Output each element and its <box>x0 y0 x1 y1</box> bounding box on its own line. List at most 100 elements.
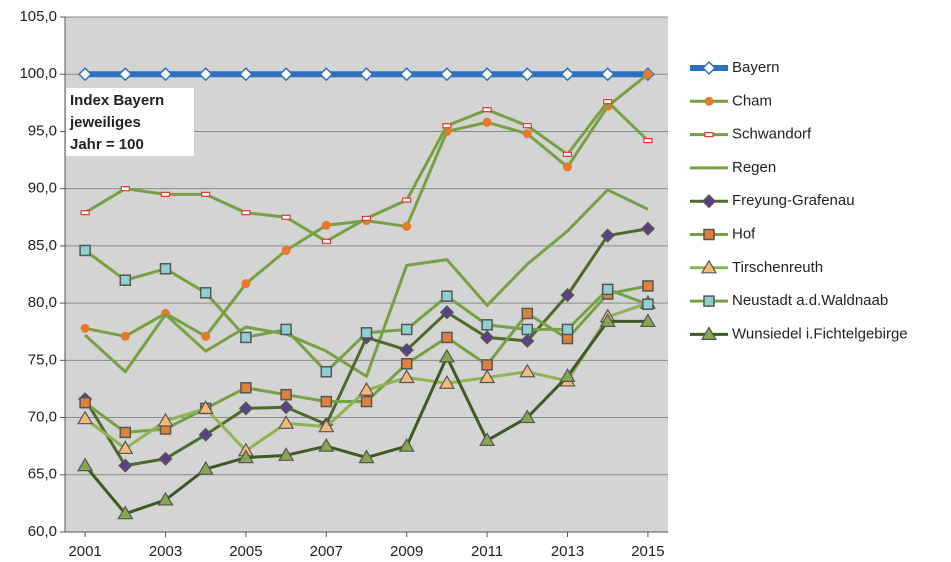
data-point <box>240 331 252 344</box>
data-point <box>117 440 134 455</box>
annotation-box <box>66 88 194 156</box>
data-point <box>197 400 214 414</box>
data-point <box>118 67 133 82</box>
y-tick-label: 80,0 <box>28 294 57 311</box>
data-point <box>120 331 130 341</box>
data-point <box>157 491 174 506</box>
annotation: jeweiliges <box>69 114 141 131</box>
data-point <box>80 323 90 333</box>
data-point <box>280 388 292 401</box>
data-point <box>319 67 334 82</box>
data-point <box>643 69 653 79</box>
data-point <box>240 382 252 394</box>
data-point <box>118 458 133 473</box>
data-point <box>199 287 212 299</box>
data-point <box>158 451 173 466</box>
data-point <box>482 107 492 113</box>
data-point <box>560 67 575 82</box>
data-point <box>157 412 174 427</box>
data-point <box>520 67 535 82</box>
x-tick-label: 2013 <box>551 543 584 560</box>
data-point <box>359 67 374 82</box>
data-point <box>402 197 412 203</box>
y-tick-label: 85,0 <box>28 237 57 254</box>
data-point <box>281 245 291 255</box>
data-point <box>279 67 294 82</box>
data-point <box>481 319 493 331</box>
data-point <box>520 333 535 348</box>
data-point <box>321 220 331 230</box>
data-point <box>522 129 532 139</box>
legend-label: Tirschenreuth <box>732 259 823 276</box>
x-tick-label: 2007 <box>310 543 343 560</box>
data-point <box>119 426 132 439</box>
data-point <box>479 432 496 447</box>
legend-label: Freyung-Grafenau <box>732 192 855 209</box>
data-point <box>358 449 375 464</box>
data-point <box>318 437 335 452</box>
data-point <box>119 274 132 286</box>
y-tick-label: 65,0 <box>28 466 57 483</box>
legend-label: Bayern <box>732 59 780 76</box>
annotation: Jahr = 100 <box>70 136 144 153</box>
data-point <box>642 298 654 311</box>
data-point <box>237 449 254 464</box>
data-point <box>439 67 454 82</box>
data-point <box>480 67 495 82</box>
data-point <box>442 123 452 129</box>
data-point <box>398 369 415 384</box>
data-point <box>241 210 251 216</box>
data-point <box>560 288 575 303</box>
x-tick-label: 2011 <box>471 543 503 560</box>
data-point <box>361 215 372 222</box>
data-point <box>519 363 536 378</box>
data-point <box>441 331 453 344</box>
data-point <box>481 359 493 371</box>
data-point <box>521 307 534 320</box>
data-point <box>358 381 375 396</box>
legend-marker <box>703 295 715 307</box>
data-point <box>600 228 615 243</box>
data-point <box>561 323 574 336</box>
data-point <box>642 280 654 292</box>
data-point <box>360 327 373 339</box>
legend-label: Schwandorf <box>732 126 812 143</box>
y-tick-label: 75,0 <box>28 351 57 368</box>
data-point <box>398 437 415 452</box>
x-tick-label: 2003 <box>149 543 182 560</box>
legend-marker <box>700 259 718 274</box>
y-tick-label: 90,0 <box>28 180 57 197</box>
y-tick-label: 70,0 <box>28 409 57 426</box>
data-point <box>601 283 614 296</box>
data-point <box>238 67 253 82</box>
legend-marker <box>700 326 718 340</box>
data-point <box>278 415 295 429</box>
data-point <box>80 210 90 216</box>
data-point <box>599 313 616 328</box>
data-point <box>320 366 333 378</box>
legend-marker <box>704 96 714 106</box>
x-tick-label: 2015 <box>631 543 664 560</box>
y-tick-label: 95,0 <box>28 122 57 139</box>
data-point <box>360 395 373 408</box>
data-point <box>400 358 413 370</box>
data-point <box>482 117 492 127</box>
data-point <box>278 447 295 461</box>
data-point <box>77 410 94 425</box>
data-point <box>120 186 130 192</box>
data-point <box>79 244 91 257</box>
data-point <box>559 368 576 382</box>
data-point <box>639 313 656 328</box>
data-point <box>521 323 534 336</box>
data-point <box>600 67 615 82</box>
legend-label: Cham <box>732 92 772 109</box>
data-point <box>400 323 413 336</box>
data-point <box>77 457 94 472</box>
legend-label: Hof <box>732 225 756 242</box>
data-point <box>321 238 331 244</box>
data-point <box>201 191 211 197</box>
y-tick-label: 100,0 <box>19 65 57 82</box>
data-point <box>318 418 335 433</box>
legend-label: Wunsiedel i.Fichtelgebirge <box>732 325 908 342</box>
y-tick-label: 105,0 <box>19 8 57 25</box>
